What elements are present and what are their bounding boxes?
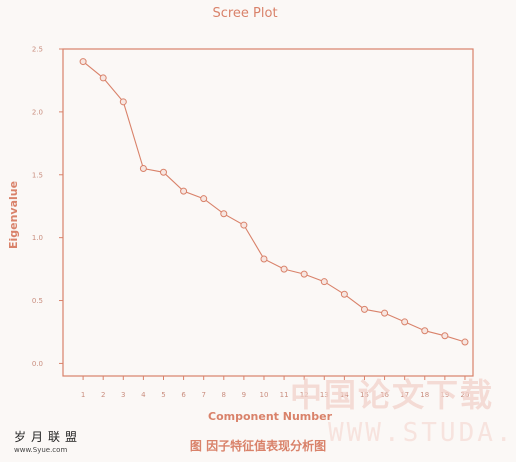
x-tick-label: 1 xyxy=(81,391,85,399)
y-axis-label: Eigenvalue xyxy=(7,181,20,249)
y-tick-label: 0.0 xyxy=(32,360,43,368)
chart-title: Scree Plot xyxy=(212,6,277,21)
eigenvalue-points xyxy=(79,58,469,346)
watermark-site-cn: 中国论文下载 xyxy=(290,376,495,414)
data-point xyxy=(260,255,268,263)
y-tick-label: 2.0 xyxy=(32,108,43,116)
x-tick-label: 8 xyxy=(222,391,226,399)
x-tick-label: 6 xyxy=(181,391,186,399)
eigenvalue-series-line xyxy=(82,61,466,343)
x-tick-label: 20 xyxy=(460,391,469,399)
data-point xyxy=(421,327,429,335)
y-axis-ticks: 0.0 0.5 1.0 1.5 2.0 2.5 xyxy=(32,46,63,368)
data-point xyxy=(360,305,368,313)
x-axis-ticks: 1 2 3 4 5 6 7 8 9 10 11 12 13 14 15 16 17 18 19 20 xyxy=(81,376,469,399)
data-point xyxy=(119,98,127,106)
x-tick-label: 17 xyxy=(400,391,409,399)
data-point xyxy=(139,164,147,172)
data-point xyxy=(401,318,409,326)
data-point xyxy=(320,278,328,286)
watermark-site-url: WWW.STUDA. xyxy=(328,418,515,448)
x-tick-label: 7 xyxy=(201,391,205,399)
data-point xyxy=(340,290,348,298)
x-tick-label: 15 xyxy=(360,391,369,399)
x-tick-label: 4 xyxy=(141,391,146,399)
data-point xyxy=(441,332,449,340)
x-tick-label: 10 xyxy=(260,391,269,399)
data-point xyxy=(200,195,208,203)
data-point xyxy=(159,168,167,176)
logo-text: 岁月联盟 xyxy=(14,430,83,444)
y-tick-label: 1.5 xyxy=(32,171,43,179)
data-point xyxy=(240,221,248,229)
x-tick-label: 18 xyxy=(420,391,429,399)
data-point xyxy=(99,74,107,82)
x-tick-label: 3 xyxy=(121,391,125,399)
y-tick-label: 2.5 xyxy=(32,46,43,54)
x-tick-label: 2 xyxy=(101,391,105,399)
data-point xyxy=(381,309,389,317)
x-tick-label: 14 xyxy=(340,391,349,399)
data-point xyxy=(180,187,188,195)
y-tick-label: 1.0 xyxy=(32,234,43,242)
x-tick-label: 13 xyxy=(320,391,329,399)
x-tick-label: 5 xyxy=(161,391,165,399)
data-point xyxy=(280,265,288,273)
data-point xyxy=(220,210,228,218)
data-point xyxy=(300,270,308,278)
logo-url: www.Syue.com xyxy=(14,446,68,454)
figure-caption: 图 因子特征值表现分析图 xyxy=(189,439,327,453)
x-tick-label: 19 xyxy=(440,391,449,399)
x-tick-label: 11 xyxy=(280,391,289,399)
y-tick-label: 0.5 xyxy=(32,297,43,305)
plot-frame xyxy=(62,48,474,377)
data-point xyxy=(461,338,469,346)
x-tick-label: 9 xyxy=(242,391,246,399)
x-tick-label: 16 xyxy=(380,391,389,399)
x-tick-label: 12 xyxy=(300,391,309,399)
x-axis-label: Component Number xyxy=(208,410,333,423)
data-point xyxy=(79,58,87,66)
